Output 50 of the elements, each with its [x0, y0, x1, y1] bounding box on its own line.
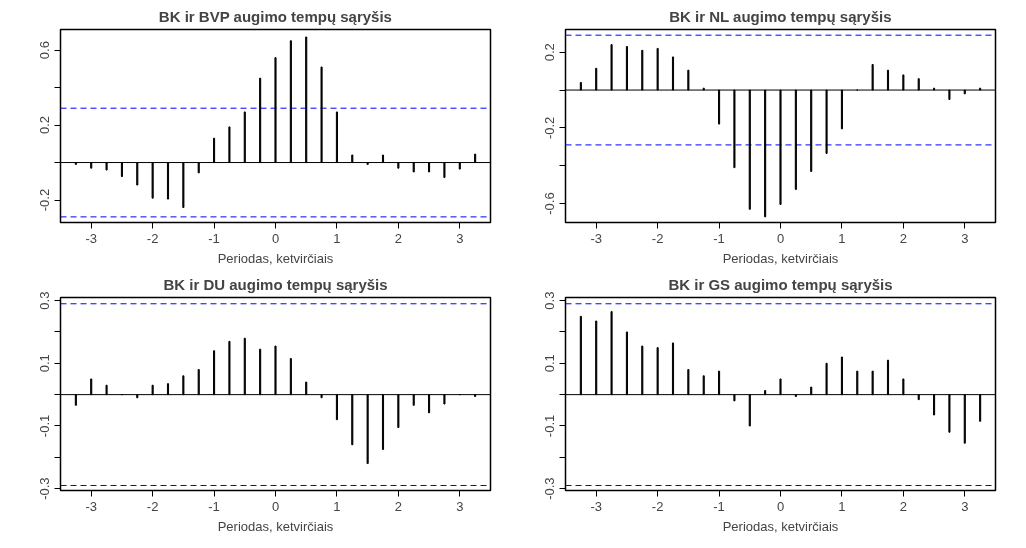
x-tick-label: 0	[776, 230, 785, 246]
x-tick-label: -3	[85, 230, 97, 246]
x-tick-label: -2	[146, 230, 159, 246]
y-tick-label: -0.1	[542, 414, 558, 438]
x-tick-label: -1	[713, 498, 725, 514]
x-tick-label: 2	[899, 230, 907, 246]
x-tick-label: 3	[456, 230, 464, 246]
y-tick-label: 0.3	[37, 291, 53, 310]
y-tick-label: -0.3	[37, 477, 53, 500]
y-tick-label: 0.2	[542, 43, 558, 62]
y-tick-label: 0.1	[542, 354, 558, 373]
x-tick-label: -2	[146, 498, 159, 514]
x-tick-label: 3	[961, 230, 969, 246]
x-tick-label: -1	[208, 230, 220, 246]
y-tick-label: -0.2	[37, 188, 53, 212]
x-tick-label: 1	[838, 498, 846, 514]
x-tick-label: 2	[899, 498, 907, 514]
x-tick-label: 0	[271, 230, 280, 246]
x-tick-label: -3	[85, 498, 97, 514]
x-tick-label: 3	[961, 498, 969, 514]
x-tick-label: -2	[651, 498, 664, 514]
y-tick-label: -0.2	[542, 116, 558, 140]
y-tick-label: 0.2	[37, 116, 53, 135]
x-tick-label: -3	[590, 230, 602, 246]
chart-title: BK ir GS augimo tempų sąryšis	[668, 275, 893, 293]
x-tick-label: 0	[271, 498, 280, 514]
chart-title: BK ir NL augimo tempų sąryšis	[669, 7, 892, 25]
x-tick-label: 1	[333, 498, 341, 514]
y-tick-label: -0.1	[37, 414, 53, 438]
x-tick-label: -2	[651, 230, 664, 246]
x-axis-title: Periodas, ketvirčiais	[217, 250, 334, 266]
y-tick-label: 0.3	[542, 291, 558, 310]
chart-title: BK ir BVP augimo tempų sąryšis	[158, 7, 392, 25]
x-tick-label: -3	[590, 498, 602, 514]
x-tick-label: 2	[394, 230, 402, 246]
x-axis-title: Periodas, ketvirčiais	[722, 518, 839, 534]
chart-title: BK ir DU augimo tempų sąryšis	[163, 275, 388, 293]
x-tick-label: 3	[456, 498, 464, 514]
x-tick-label: 1	[333, 230, 341, 246]
y-tick-label: -0.6	[542, 192, 558, 215]
x-tick-label: -1	[713, 230, 725, 246]
x-axis-title: Periodas, ketvirčiais	[722, 250, 839, 266]
x-tick-label: 0	[776, 498, 785, 514]
x-axis-title: Periodas, ketvirčiais	[217, 518, 334, 534]
x-tick-label: 1	[838, 230, 846, 246]
x-tick-label: 2	[394, 498, 402, 514]
y-tick-label: -0.3	[542, 477, 558, 500]
x-tick-label: -1	[208, 498, 220, 514]
y-tick-label: 0.1	[37, 354, 53, 373]
y-tick-label: 0.6	[37, 41, 53, 60]
